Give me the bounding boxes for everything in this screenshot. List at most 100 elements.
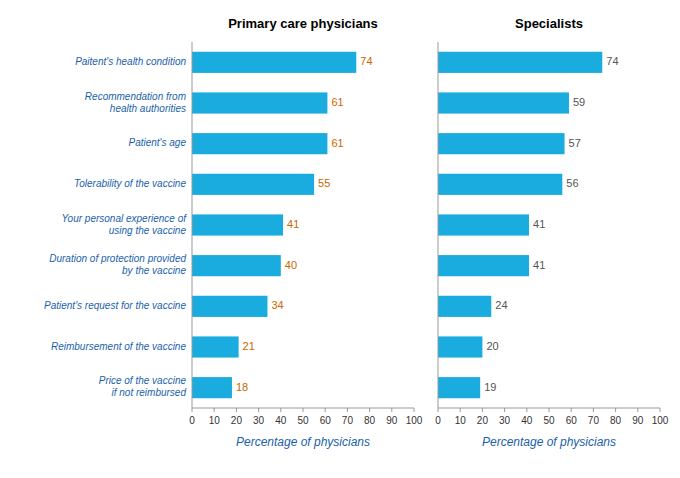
bar (192, 377, 232, 398)
x-tick (280, 408, 281, 412)
x-tick-label: 80 (364, 415, 376, 426)
y-tick-label: Price of the vaccineif not reimbursed (99, 375, 187, 398)
x-tick (460, 408, 461, 412)
bar (192, 255, 281, 276)
bar (438, 255, 529, 276)
bar (438, 377, 480, 398)
y-tick-label: Patient's request for the vaccine (44, 300, 186, 311)
x-tick (192, 408, 193, 412)
y-axis-line (192, 42, 193, 408)
y-axis-line (438, 42, 439, 408)
panel: Specialists74595756414124201901020304050… (435, 16, 669, 449)
x-tick-label: 100 (652, 415, 669, 426)
data-label: 21 (243, 340, 255, 352)
y-tick-label-line: Patient's request for the vaccine (44, 300, 186, 311)
x-tick (637, 408, 638, 412)
x-tick-label: 40 (275, 415, 287, 426)
x-axis-label: Percentage of physicians (482, 435, 616, 449)
panel: Primary care physicians 74 61 61 55 41 40 34 21 1… (44, 16, 423, 449)
bar (192, 336, 239, 357)
bars (192, 52, 356, 398)
x-tick-label: 50 (543, 415, 555, 426)
data-label: 24 (495, 299, 507, 311)
y-tick-label: Duration of protection providedby the va… (49, 253, 186, 276)
y-tick-label-line: Price of the vaccine (99, 375, 187, 386)
y-tick-label-line: Recommendation from (85, 91, 186, 102)
y-tick-label-line: using the vaccine (109, 225, 187, 236)
x-tick-label: 90 (386, 415, 398, 426)
y-tick-label: Your personal experience ofusing the vac… (61, 213, 187, 236)
chart-title: Primary care physicians (228, 16, 378, 31)
data-label: 57 (569, 137, 581, 149)
data-label: 74 (606, 55, 618, 67)
y-tick-label-line: health authorities (110, 103, 186, 114)
x-tick (347, 408, 348, 412)
y-tick-label-line: Reimbursement of the vaccine (51, 341, 187, 352)
bar (192, 52, 356, 73)
y-tick-label-line: if not reimbursed (112, 387, 187, 398)
x-tick-label: 10 (455, 415, 467, 426)
y-tick-label: Recommendation fromhealth authorities (85, 91, 186, 114)
data-label: 56 (566, 177, 578, 189)
data-label: 40 (285, 259, 297, 271)
chart-title: Specialists (515, 16, 583, 31)
x-tick-label: 70 (342, 415, 354, 426)
bar (192, 174, 314, 195)
x-tick (615, 408, 616, 412)
data-label: 19 (484, 381, 496, 393)
x-tick-label: 90 (632, 415, 644, 426)
data-label: 55 (318, 177, 330, 189)
x-tick-label: 60 (566, 415, 578, 426)
x-tick-label: 30 (499, 415, 511, 426)
bar (192, 214, 283, 235)
x-tick (526, 408, 527, 412)
bar (438, 174, 562, 195)
x-tick (391, 408, 392, 412)
bars (438, 52, 602, 398)
x-tick-label: 20 (231, 415, 243, 426)
y-tick-label: Patient's age (128, 137, 186, 148)
data-label: 59 (573, 96, 585, 108)
x-tick (593, 408, 594, 412)
x-tick-label: 20 (477, 415, 489, 426)
data-label: 41 (533, 218, 545, 230)
x-tick (369, 408, 370, 412)
bar (438, 52, 602, 73)
bar (192, 92, 327, 113)
data-label: 61 (331, 137, 343, 149)
y-tick-label-line: Your personal experience of (61, 213, 187, 224)
x-tick-label: 50 (297, 415, 309, 426)
data-label: 18 (236, 381, 248, 393)
x-tick (258, 408, 259, 412)
x-tick (571, 408, 572, 412)
y-tick-label-line: Tolerability of the vaccine (74, 178, 186, 189)
x-tick (482, 408, 483, 412)
y-tick-label-line: Paitent's health condition (75, 56, 186, 67)
bar (438, 92, 569, 113)
x-tick-label: 30 (253, 415, 265, 426)
x-tick (236, 408, 237, 412)
x-tick-label: 0 (189, 415, 195, 426)
bar (192, 133, 327, 154)
x-tick (325, 408, 326, 412)
bar (438, 296, 491, 317)
y-tick-label: Paitent's health condition (75, 56, 186, 67)
bar (192, 296, 267, 317)
data-label: 34 (271, 299, 283, 311)
y-tick-label-line: by the vaccine (122, 265, 186, 276)
y-tick-label-line: Patient's age (128, 137, 186, 148)
x-tick-label: 100 (406, 415, 423, 426)
x-tick-label: 10 (209, 415, 221, 426)
data-label: 61 (331, 96, 343, 108)
data-label: 74 (360, 55, 372, 67)
x-tick-label: 40 (521, 415, 533, 426)
x-tick-label: 0 (435, 415, 441, 426)
x-tick (414, 408, 415, 412)
x-tick (504, 408, 505, 412)
x-tick-label: 60 (320, 415, 332, 426)
x-tick (660, 408, 661, 412)
data-label: 41 (287, 218, 299, 230)
x-tick (549, 408, 550, 412)
y-tick-label: Tolerability of the vaccine (74, 178, 186, 189)
chart-root: Primary care physicians 74 61 61 55 41 40 34 21 1… (0, 0, 680, 478)
